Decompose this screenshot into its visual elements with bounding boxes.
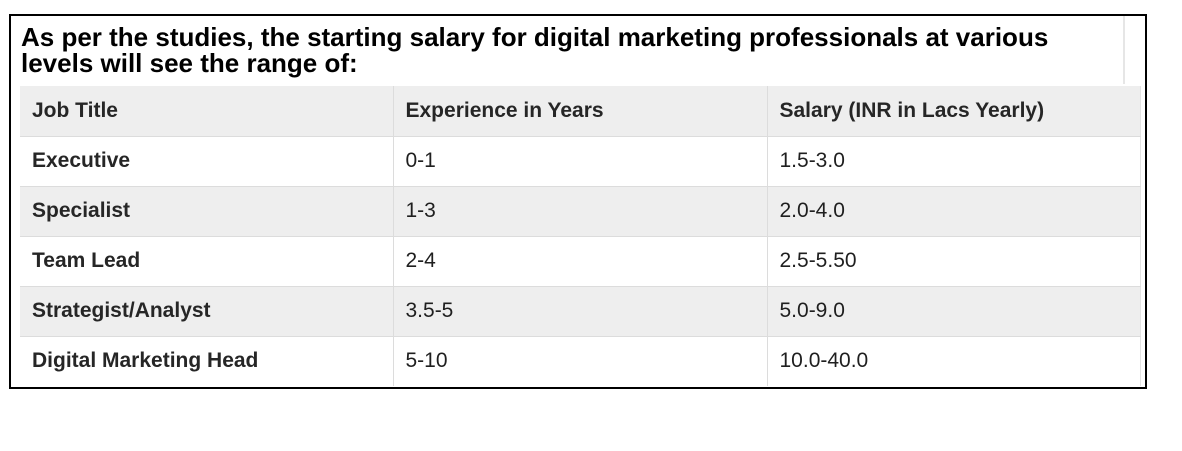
job-title-cell: Digital Marketing Head bbox=[20, 336, 394, 386]
experience-cell: 5-10 bbox=[393, 336, 768, 386]
job-title-cell: Strategist/Analyst bbox=[20, 286, 394, 337]
heading-panel: As per the studies, the starting salary … bbox=[11, 16, 1125, 84]
page-title: As per the studies, the starting salary … bbox=[21, 22, 1049, 78]
experience-cell: 3.5-5 bbox=[393, 286, 768, 337]
column-header-experience: Experience in Years bbox=[393, 86, 768, 137]
salary-cell: 2.0-4.0 bbox=[767, 186, 1141, 237]
salary-figure: As per the studies, the starting salary … bbox=[9, 14, 1147, 389]
table-row: Strategist/Analyst 3.5-5 5.0-9.0 bbox=[20, 286, 1141, 337]
salary-cell: 1.5-3.0 bbox=[767, 136, 1141, 187]
job-title-cell: Team Lead bbox=[20, 236, 394, 287]
salary-table: Job Title Experience in Years Salary (IN… bbox=[20, 86, 1141, 386]
experience-cell: 2-4 bbox=[393, 236, 768, 287]
column-header-job-title: Job Title bbox=[20, 86, 394, 137]
salary-cell: 5.0-9.0 bbox=[767, 286, 1141, 337]
table-header-row: Job Title Experience in Years Salary (IN… bbox=[20, 86, 1141, 137]
experience-cell: 1-3 bbox=[393, 186, 768, 237]
experience-cell: 0-1 bbox=[393, 136, 768, 187]
column-header-salary: Salary (INR in Lacs Yearly) bbox=[767, 86, 1141, 137]
table-row: Team Lead 2-4 2.5-5.50 bbox=[20, 236, 1141, 287]
salary-cell: 2.5-5.50 bbox=[767, 236, 1141, 287]
salary-cell: 10.0-40.0 bbox=[767, 336, 1141, 386]
job-title-cell: Specialist bbox=[20, 186, 394, 237]
job-title-cell: Executive bbox=[20, 136, 394, 187]
table-row: Digital Marketing Head 5-10 10.0-40.0 bbox=[20, 336, 1141, 386]
table-row: Specialist 1-3 2.0-4.0 bbox=[20, 186, 1141, 237]
table-row: Executive 0-1 1.5-3.0 bbox=[20, 136, 1141, 187]
